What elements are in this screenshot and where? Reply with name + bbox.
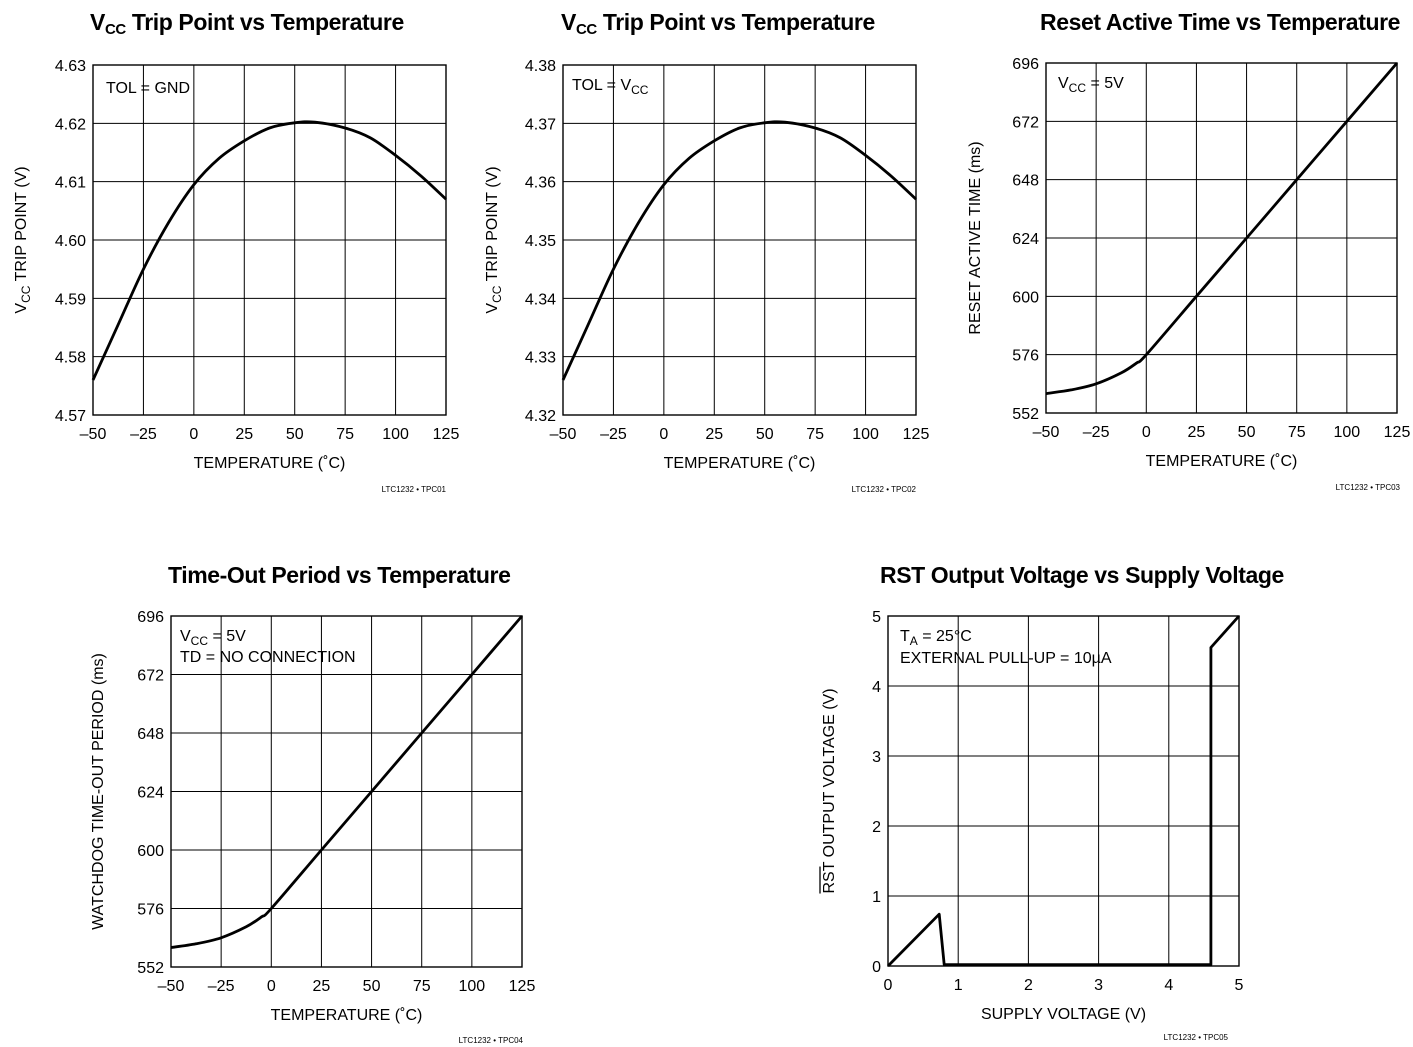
grid-lines — [888, 616, 1239, 966]
x-tick-label: 5 — [1235, 977, 1244, 994]
y-axis-label: RST OUTPUT VOLTAGE (V) — [821, 688, 838, 893]
series-line — [888, 616, 1239, 966]
x-tick-label: 2 — [1024, 977, 1033, 994]
y-tick-label: 0 — [872, 959, 881, 976]
x-tick-label: 4 — [1164, 977, 1173, 994]
annotation-text: TA = 25°C — [900, 628, 972, 648]
annotation-text: EXTERNAL PULL-UP = 10µA — [900, 650, 1112, 667]
x-tick-label: 0 — [884, 977, 893, 994]
y-tick-label: 3 — [872, 749, 881, 766]
x-tick-label: 3 — [1094, 977, 1103, 994]
x-tick-label: 1 — [954, 977, 963, 994]
figure-code: LTC1232 • TPC05 — [1164, 1033, 1229, 1042]
y-tick-label: 1 — [872, 889, 881, 906]
x-axis-label: SUPPLY VOLTAGE (V) — [981, 1006, 1146, 1023]
y-tick-label: 2 — [872, 819, 881, 836]
y-tick-label: 4 — [872, 679, 881, 696]
plot-frame — [888, 616, 1239, 966]
y-tick-label: 5 — [872, 609, 881, 626]
